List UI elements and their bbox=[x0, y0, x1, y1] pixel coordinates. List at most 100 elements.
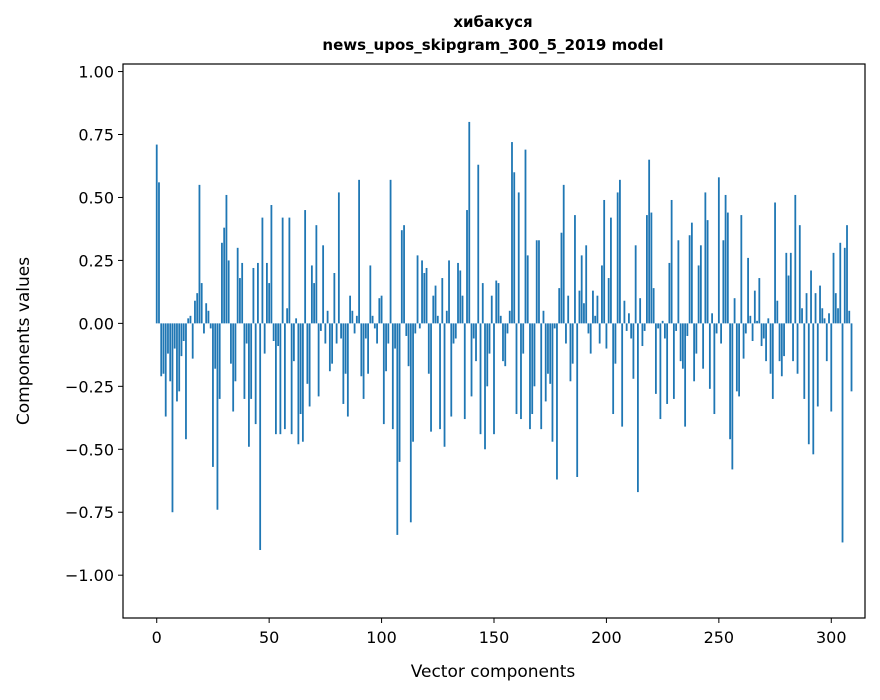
bar bbox=[717, 177, 720, 324]
bar bbox=[218, 323, 221, 399]
bar bbox=[268, 283, 271, 324]
bar bbox=[623, 300, 626, 324]
bar bbox=[176, 323, 178, 402]
y-tick-label: −0.25 bbox=[65, 377, 114, 396]
bar bbox=[171, 323, 174, 513]
bar bbox=[463, 323, 466, 420]
bar bbox=[232, 323, 235, 412]
bar bbox=[724, 194, 727, 324]
y-axis-label: Components values bbox=[14, 257, 34, 425]
bar bbox=[785, 252, 788, 324]
bar bbox=[756, 320, 758, 324]
bar bbox=[690, 222, 693, 324]
bar bbox=[259, 323, 262, 551]
bar bbox=[299, 323, 302, 415]
bar bbox=[252, 267, 255, 324]
bar bbox=[187, 318, 190, 324]
bar bbox=[801, 308, 803, 324]
x-tick-label: 100 bbox=[366, 628, 397, 647]
bar bbox=[223, 227, 226, 324]
bar bbox=[373, 323, 376, 329]
bar bbox=[407, 323, 410, 367]
bar bbox=[517, 192, 520, 324]
bar bbox=[227, 260, 230, 324]
bar bbox=[371, 315, 374, 324]
bar bbox=[378, 298, 381, 324]
bar bbox=[632, 323, 635, 379]
bar bbox=[342, 323, 345, 404]
bar bbox=[774, 202, 776, 324]
bar bbox=[248, 323, 250, 447]
bar bbox=[263, 323, 266, 354]
bar bbox=[475, 323, 477, 362]
bar bbox=[385, 323, 387, 372]
bar bbox=[499, 315, 502, 324]
bar bbox=[832, 252, 835, 324]
x-tick-label: 50 bbox=[259, 628, 279, 647]
bar bbox=[841, 323, 844, 543]
bar bbox=[425, 267, 428, 324]
bar bbox=[216, 323, 219, 510]
bar bbox=[502, 323, 504, 362]
bar bbox=[776, 300, 779, 324]
bar bbox=[205, 303, 208, 324]
bar bbox=[585, 245, 588, 324]
bar bbox=[607, 278, 610, 324]
bar bbox=[592, 290, 594, 324]
bar bbox=[328, 323, 331, 372]
bar bbox=[821, 308, 824, 324]
bar bbox=[742, 323, 745, 359]
plot-frame bbox=[122, 63, 866, 619]
bar bbox=[578, 290, 581, 324]
bar bbox=[234, 323, 237, 382]
bar bbox=[744, 323, 747, 334]
bar bbox=[672, 323, 675, 399]
bar bbox=[380, 295, 383, 324]
bar bbox=[439, 323, 441, 430]
bar bbox=[706, 220, 709, 324]
bar bbox=[315, 225, 318, 324]
bar bbox=[167, 323, 169, 354]
bar bbox=[450, 323, 453, 417]
bar bbox=[571, 323, 574, 364]
bar bbox=[805, 293, 808, 324]
bar bbox=[650, 212, 653, 324]
bar bbox=[661, 320, 664, 324]
chart-title: хибакуся bbox=[453, 13, 532, 31]
bar bbox=[598, 323, 601, 344]
bar bbox=[601, 265, 603, 324]
bar bbox=[349, 295, 351, 324]
bar bbox=[760, 323, 763, 347]
bar bbox=[792, 323, 794, 362]
x-tick-label: 0 bbox=[152, 628, 162, 647]
bar bbox=[670, 199, 673, 324]
bar bbox=[351, 310, 354, 324]
bar bbox=[558, 288, 561, 324]
bar bbox=[160, 323, 163, 377]
bar bbox=[659, 323, 662, 420]
bar bbox=[472, 323, 475, 339]
bar bbox=[787, 275, 790, 324]
bar bbox=[209, 323, 212, 329]
bar bbox=[434, 285, 437, 324]
bar bbox=[729, 323, 731, 440]
bar bbox=[702, 323, 705, 369]
bar bbox=[459, 270, 462, 324]
bar bbox=[823, 318, 826, 324]
bar bbox=[409, 323, 412, 523]
bar bbox=[771, 323, 774, 399]
y-tick-label: 0.25 bbox=[78, 251, 114, 270]
bar bbox=[454, 323, 457, 339]
bar bbox=[301, 323, 304, 442]
bar bbox=[360, 323, 363, 377]
y-tick-label: 0.75 bbox=[78, 126, 114, 145]
bar bbox=[466, 210, 468, 324]
bar bbox=[310, 265, 313, 324]
bar bbox=[346, 323, 349, 417]
bar bbox=[596, 295, 599, 324]
bar bbox=[322, 245, 325, 324]
bar bbox=[198, 184, 201, 324]
bar bbox=[178, 323, 181, 392]
bar bbox=[796, 323, 799, 374]
